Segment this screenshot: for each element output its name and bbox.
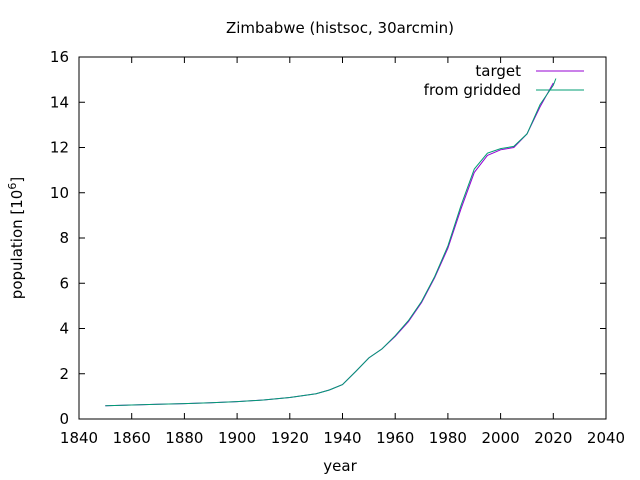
- x-tick-label: 2000: [482, 429, 520, 447]
- x-tick-label: 1980: [429, 429, 467, 447]
- y-tick-label: 14: [50, 93, 69, 111]
- series-line-from-gridded: [105, 78, 557, 407]
- y-axis-title-main: population [10: [8, 190, 26, 300]
- legend-label-from-gridded: from gridded: [424, 81, 521, 99]
- y-tick-label: 6: [59, 274, 69, 292]
- plot-frame: [78, 56, 607, 420]
- y-axis-title-close: ]: [8, 177, 26, 183]
- series-line-target: [105, 82, 554, 407]
- y-tick-label: 10: [50, 184, 69, 202]
- x-tick-label: 1840: [60, 429, 98, 447]
- x-tick-label: 1900: [218, 429, 256, 447]
- y-tick-label: 12: [50, 139, 69, 157]
- y-tick-label: 2: [59, 365, 69, 383]
- y-axis-title: population [106]: [6, 177, 26, 299]
- x-axis-title: year: [323, 457, 357, 475]
- y-axis: 0 2 4 6 8 10 12 14 16: [50, 48, 606, 428]
- x-tick-label: 2020: [534, 429, 572, 447]
- x-tick-label: 1860: [113, 429, 151, 447]
- y-tick-label: 8: [59, 229, 69, 247]
- legend-label-target: target: [475, 62, 521, 80]
- x-tick-label: 1960: [376, 429, 414, 447]
- x-tick-label: 1880: [165, 429, 203, 447]
- y-tick-label: 0: [59, 410, 69, 428]
- y-axis-title-exponent: 6: [6, 183, 19, 190]
- x-tick-label: 1940: [323, 429, 361, 447]
- legend: target from gridded: [424, 62, 584, 99]
- chart-title: Zimbabwe (histsoc, 30arcmin): [226, 19, 454, 37]
- x-axis: 1840 1860 1880 1900 1920 1940 1960 1980 2000 2020…: [60, 57, 625, 447]
- y-tick-label: 16: [50, 48, 69, 66]
- x-tick-label: 1920: [271, 429, 309, 447]
- y-tick-label: 4: [59, 320, 69, 338]
- x-tick-label: 2040: [587, 429, 625, 447]
- series-layer: [105, 78, 557, 407]
